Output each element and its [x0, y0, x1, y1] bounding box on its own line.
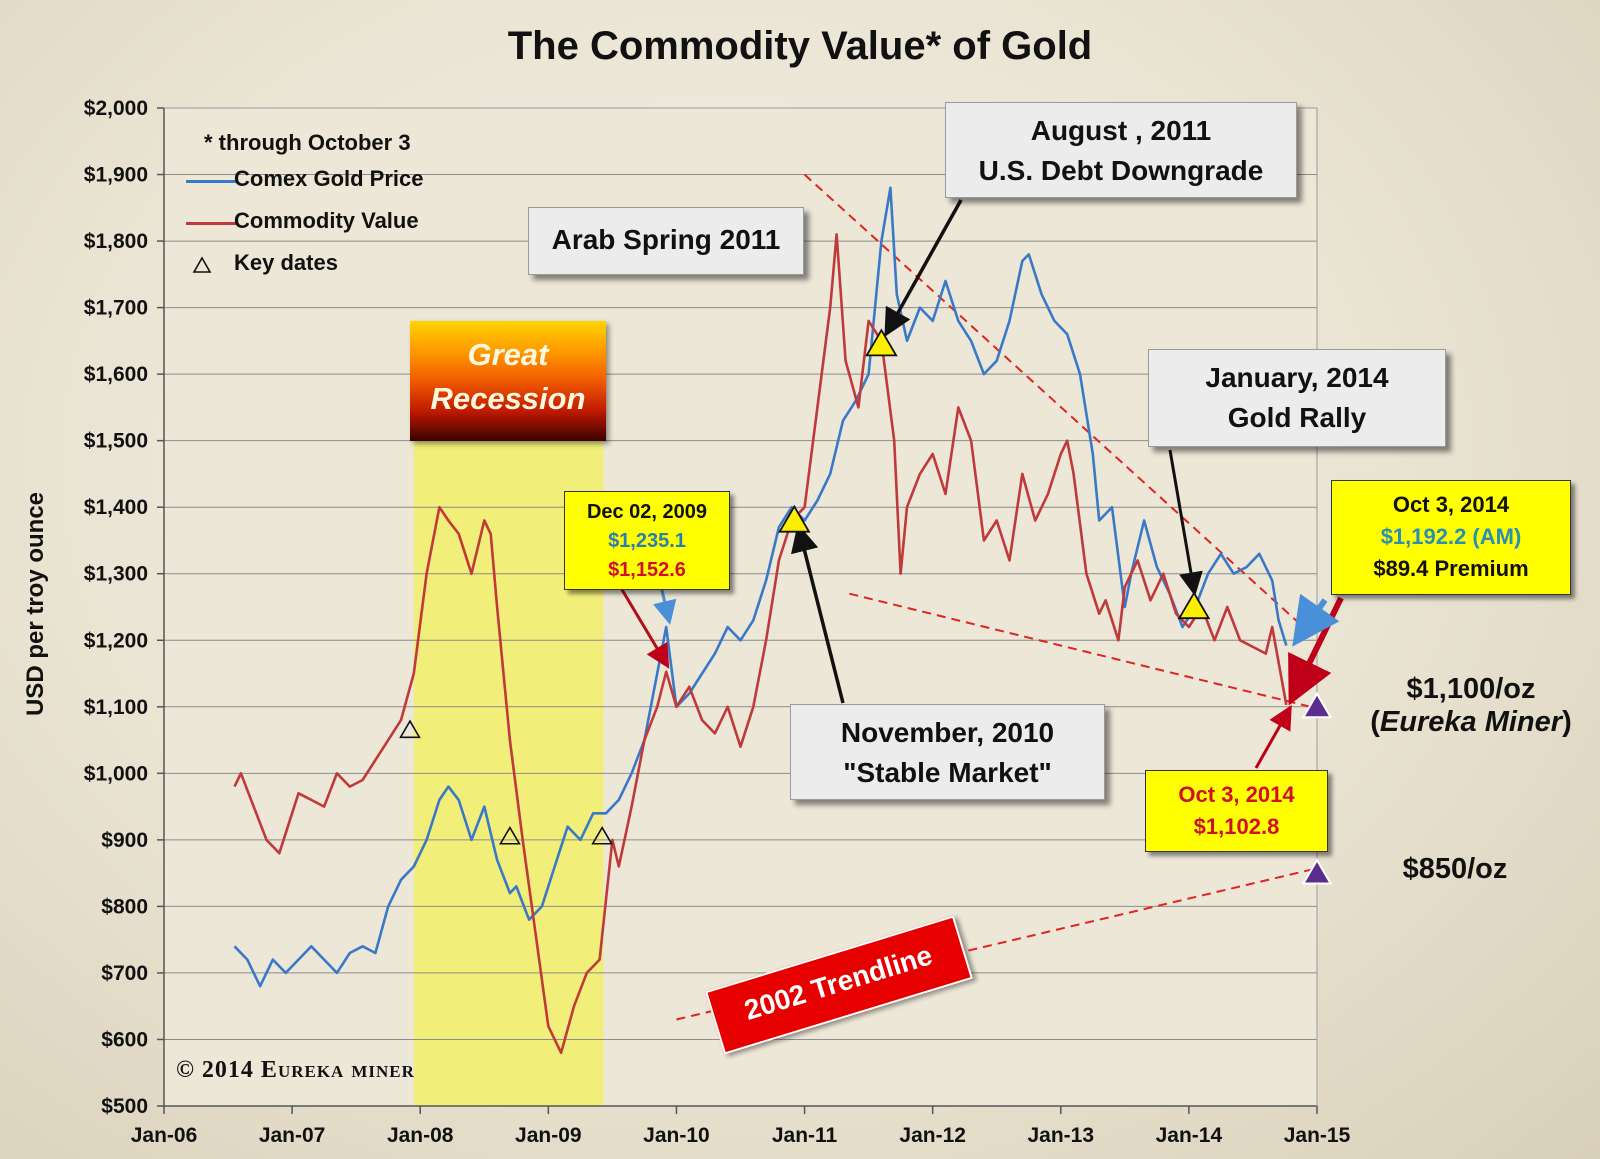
target-1100-value: $1,100/oz: [1406, 673, 1536, 705]
callout-debt-downgrade-line1: August , 2011: [1030, 115, 1212, 146]
callout-oct-2014-commodity-value: $1,102.8: [1193, 814, 1280, 839]
y-tick-label: $600: [101, 1028, 148, 1051]
y-tick-label: $1,200: [84, 629, 148, 652]
x-tick-label: Jan-06: [131, 1124, 198, 1147]
y-tick-label: $1,600: [84, 363, 148, 386]
callout-dec-2009: Dec 02, 2009 $1,235.1 $1,152.6: [564, 491, 730, 590]
arrow-oct-2014-gold: [1292, 593, 1340, 647]
great-recession-label: Great Recession: [410, 321, 606, 441]
legend-swatch-gold: [186, 180, 238, 183]
x-tick-label: Jan-09: [515, 1124, 582, 1147]
callout-oct-2014-commodity: Oct 3, 2014 $1,102.8: [1145, 770, 1328, 852]
y-tick-label: $1,000: [84, 762, 148, 785]
callout-gold-rally-line2: Gold Rally: [1227, 402, 1367, 433]
x-tick-label: Jan-12: [899, 1124, 966, 1147]
key-date-marker-highlight: [865, 328, 898, 357]
callout-dec-2009-gold: $1,235.1: [608, 530, 686, 552]
legend: * through October 3 Comex Gold Price Com…: [186, 128, 430, 288]
key-date-marker: [399, 719, 421, 739]
key-date-marker-highlight: [778, 504, 811, 533]
y-tick-label: $800: [101, 895, 148, 918]
callout-oct-2014-commodity-date: Oct 3, 2014: [1178, 782, 1295, 807]
key-date-marker: [591, 825, 613, 845]
target-price-marker: [1301, 858, 1333, 885]
arrow-debt-downgrade: [884, 199, 963, 337]
target-price-marker: [1301, 691, 1333, 719]
callout-stable-market-line2: "Stable Market": [843, 757, 1052, 788]
arrow-stable-market: [790, 523, 845, 704]
y-tick-label: $500: [101, 1095, 148, 1118]
legend-swatch-commodity: [186, 222, 238, 225]
x-tick-label: Jan-11: [772, 1124, 838, 1147]
y-tick-label: $1,300: [84, 563, 148, 586]
x-tick-label: Jan-15: [1284, 1124, 1351, 1147]
arrow-gold-rally: [1168, 449, 1203, 597]
target-1100: $1,100/oz (Eureka Miner): [1356, 673, 1586, 739]
y-tick-label: $1,500: [84, 430, 148, 453]
target-1100-source-name: Eureka Miner: [1379, 706, 1563, 738]
callout-dec-2009-date: Dec 02, 2009: [586, 501, 708, 523]
callout-gold-rally-line1: January, 2014: [1205, 362, 1389, 393]
target-850: $850/oz: [1402, 853, 1508, 885]
y-tick-label: $2,000: [84, 97, 148, 120]
trendline: [803, 173, 1312, 635]
arrow-dec-2009-commodity: [619, 587, 670, 669]
copyright-notice: © 2014 Eureka miner: [176, 1057, 415, 1083]
callout-arab-spring-line1: Arab Spring 2011: [551, 224, 781, 255]
arrow-oct-2014-commodity: [1254, 704, 1292, 769]
y-tick-label: $1,400: [84, 496, 148, 519]
callout-dec-2009-commodity: $1,152.6: [608, 559, 686, 581]
y-tick-label: $1,100: [84, 696, 148, 719]
callout-oct-2014-gold: $1,192.2 (AM): [1380, 524, 1522, 549]
x-tick-label: Jan-08: [387, 1124, 454, 1147]
callout-debt-downgrade: August , 2011 U.S. Debt Downgrade: [945, 102, 1297, 198]
key-date-marker-highlight: [1177, 591, 1211, 620]
callout-oct-2014-premium-value: $89.4 Premium: [1373, 556, 1529, 581]
target-1100-source: (Eureka Miner): [1370, 706, 1572, 738]
callout-debt-downgrade-line2: U.S. Debt Downgrade: [978, 155, 1264, 186]
callout-gold-rally: January, 2014 Gold Rally: [1148, 349, 1446, 447]
triangle-icon: [192, 256, 212, 273]
chart-title: The Commodity Value* of Gold: [507, 24, 1093, 68]
trendline: [849, 592, 1311, 708]
series-gold-price: [233, 186, 1288, 988]
x-tick-label: Jan-13: [1028, 1124, 1095, 1147]
y-tick-label: $1,700: [84, 297, 148, 320]
y-tick-label: $1,800: [84, 230, 148, 253]
y-tick-label: $700: [101, 962, 148, 985]
legend-label-commodity: Commodity Value: [234, 208, 419, 233]
legend-note: * through October 3: [204, 130, 411, 155]
callout-stable-market-line1: November, 2010: [840, 717, 1055, 748]
callout-arab-spring: Arab Spring 2011: [528, 207, 804, 275]
x-tick-label: Jan-10: [643, 1124, 710, 1147]
callout-oct-2014-premium: Oct 3, 2014 $1,192.2 (AM) $89.4 Premium: [1331, 480, 1571, 595]
callout-stable-market: November, 2010 "Stable Market": [790, 704, 1105, 800]
legend-label-gold: Comex Gold Price: [234, 166, 424, 191]
series-commodity-value: [233, 233, 1288, 1055]
y-tick-label: $900: [101, 829, 148, 852]
callout-oct-2014-date: Oct 3, 2014: [1392, 492, 1510, 517]
x-tick-label: Jan-14: [1156, 1124, 1223, 1147]
x-tick-label: Jan-07: [259, 1124, 326, 1147]
legend-label-key-dates: Key dates: [234, 250, 338, 275]
y-axis-title: USD per troy ounce: [22, 491, 49, 717]
y-tick-label: $1,900: [84, 164, 148, 187]
key-date-marker: [499, 825, 521, 845]
